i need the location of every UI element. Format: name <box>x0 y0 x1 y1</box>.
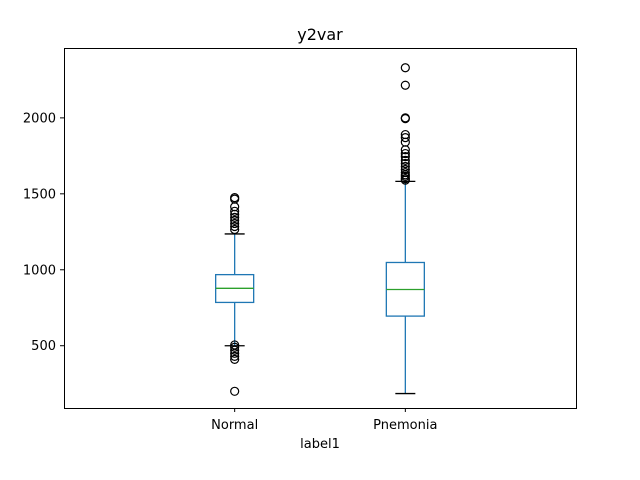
outlier-point-pnemonia <box>400 174 410 184</box>
outlier-point-pnemonia <box>400 152 410 162</box>
outlier-point-pnemonia <box>400 164 410 175</box>
outlier-point-normal <box>230 345 240 355</box>
outlier-point-pnemonia <box>400 158 410 169</box>
outlier-point-normal <box>230 221 240 232</box>
y-axis: 500 1000 1500 2000 <box>23 111 64 354</box>
outlier-point-normal <box>230 354 240 364</box>
x-axis-label: label1 <box>300 437 340 452</box>
box-group-normal <box>215 193 255 396</box>
outlier-point-pnemonia <box>400 113 410 123</box>
axes-frame <box>64 48 577 409</box>
outlier-point-normal <box>230 212 240 222</box>
outlier-point-normal <box>230 340 240 350</box>
outlier-point-normal <box>230 224 240 235</box>
x-tick-label-pnemonia: Pnemonia <box>373 418 437 433</box>
y-tick-label: 500 <box>31 339 56 354</box>
outlier-point-pnemonia <box>400 155 410 166</box>
x-axis: Normal Pnemonia <box>211 408 437 433</box>
outlier-point-normal <box>230 386 240 396</box>
outlier-point-pnemonia <box>400 167 410 178</box>
chart-title: y2var <box>297 25 343 44</box>
outlier-point-pnemonia <box>400 133 410 143</box>
y-tick-label: 1000 <box>23 263 56 278</box>
outlier-point-normal <box>230 218 240 229</box>
y-tick-label: 2000 <box>23 111 56 126</box>
outlier-point-normal <box>230 215 240 226</box>
box-group-pnemonia <box>385 63 425 395</box>
outlier-point-pnemonia <box>400 148 410 159</box>
x-tick-label-normal: Normal <box>211 418 258 433</box>
outlier-point-normal <box>230 193 240 203</box>
plot-area <box>215 63 425 396</box>
outlier-point-pnemonia <box>400 80 410 90</box>
outlier-point-normal <box>230 342 240 352</box>
outlier-point-normal <box>230 206 240 216</box>
outlier-point-pnemonia <box>400 129 410 140</box>
outlier-point-normal <box>230 351 240 361</box>
outlier-point-pnemonia <box>400 63 410 73</box>
outlier-point-pnemonia <box>400 161 410 172</box>
y-tick-label: 1500 <box>23 187 56 202</box>
